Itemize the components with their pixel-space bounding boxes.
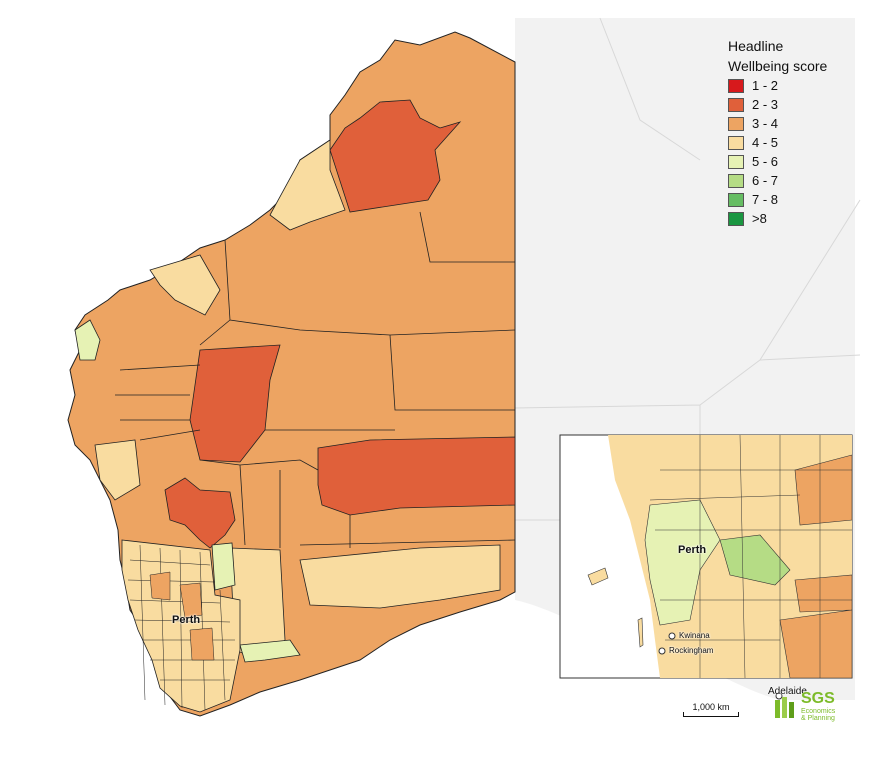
legend-swatch bbox=[728, 211, 744, 226]
region-boundaries-north bbox=[199, 211, 516, 411]
scale-line bbox=[683, 712, 739, 717]
perth-inset-label: Perth bbox=[678, 544, 707, 556]
logo-sub: Economics & Planning bbox=[801, 708, 835, 722]
legend-swatch bbox=[728, 97, 744, 112]
rockingham-label: Rockingham bbox=[669, 646, 714, 655]
inset-green-center bbox=[644, 499, 721, 626]
legend-swatch bbox=[728, 173, 744, 188]
perth-label: Perth bbox=[172, 614, 201, 626]
legend-item: 6 - 7 bbox=[728, 171, 848, 190]
region-goldfields bbox=[299, 544, 501, 609]
region-kimberley-east bbox=[329, 99, 462, 213]
logo-sub-line2: & Planning bbox=[801, 715, 835, 722]
logo-sub-line1: Economics bbox=[801, 708, 836, 715]
legend-label: 4 - 5 bbox=[752, 135, 779, 150]
region-shark-bay bbox=[74, 319, 101, 361]
inset-green-east bbox=[719, 534, 791, 586]
legend-swatch bbox=[728, 78, 744, 93]
legend-label: 1 - 2 bbox=[752, 78, 779, 93]
legend-item: 7 - 8 bbox=[728, 190, 848, 209]
legend-swatch bbox=[728, 154, 744, 169]
legend-item: 2 - 3 bbox=[728, 95, 848, 114]
legend-label: 2 - 3 bbox=[752, 97, 779, 112]
region-ngaanyatjarraku bbox=[317, 436, 516, 516]
sgs-logo-mark-icon bbox=[775, 697, 794, 718]
inset-island bbox=[587, 567, 609, 586]
legend-swatch bbox=[728, 135, 744, 150]
legend-label: 6 - 7 bbox=[752, 173, 779, 188]
legend: Headline Wellbeing score 1 - 2 2 - 3 3 - 4… bbox=[728, 36, 848, 228]
region-boundaries-central bbox=[115, 364, 516, 548]
adelaide-marker bbox=[775, 692, 783, 700]
legend-label: 7 - 8 bbox=[752, 192, 779, 207]
region-southwest-orange bbox=[149, 571, 215, 661]
legend-swatch bbox=[728, 116, 744, 131]
region-midwest-red bbox=[164, 477, 236, 549]
sgs-logo: SGS Economics & Planning bbox=[773, 690, 853, 726]
kwinana-label: Kwinana bbox=[679, 631, 710, 640]
region-south-green bbox=[239, 639, 301, 663]
scale-bar: 1,000 km bbox=[683, 702, 739, 717]
region-wheatbelt-green bbox=[211, 542, 236, 591]
adelaide-label: Adelaide bbox=[768, 686, 807, 697]
region-geraldton bbox=[94, 439, 141, 501]
legend-item: 3 - 4 bbox=[728, 114, 848, 133]
legend-items: 1 - 2 2 - 3 3 - 4 4 - 5 5 - 6 6 - 7 7 - 8 >8 bbox=[728, 76, 848, 228]
legend-title-line1: Headline bbox=[728, 38, 784, 54]
legend-item: 1 - 2 bbox=[728, 76, 848, 95]
region-meekatharra bbox=[189, 344, 281, 463]
legend-item: >8 bbox=[728, 209, 848, 228]
scale-label: 1,000 km bbox=[692, 702, 730, 712]
legend-item: 5 - 6 bbox=[728, 152, 848, 171]
legend-swatch bbox=[728, 192, 744, 207]
legend-title-line2: Wellbeing score bbox=[728, 58, 828, 74]
kwinana-marker bbox=[668, 632, 676, 640]
region-dampier bbox=[269, 139, 346, 231]
legend-label: >8 bbox=[752, 211, 767, 226]
inset-orange-east bbox=[779, 454, 853, 679]
region-carnarvon bbox=[149, 254, 221, 316]
legend-label: 5 - 6 bbox=[752, 154, 779, 169]
logo-name: SGS bbox=[801, 690, 835, 707]
inset-coast-island bbox=[637, 617, 644, 648]
legend-label: 3 - 4 bbox=[752, 116, 779, 131]
legend-item: 4 - 5 bbox=[728, 133, 848, 152]
inset-grid bbox=[649, 434, 852, 679]
rockingham-marker bbox=[658, 647, 666, 655]
